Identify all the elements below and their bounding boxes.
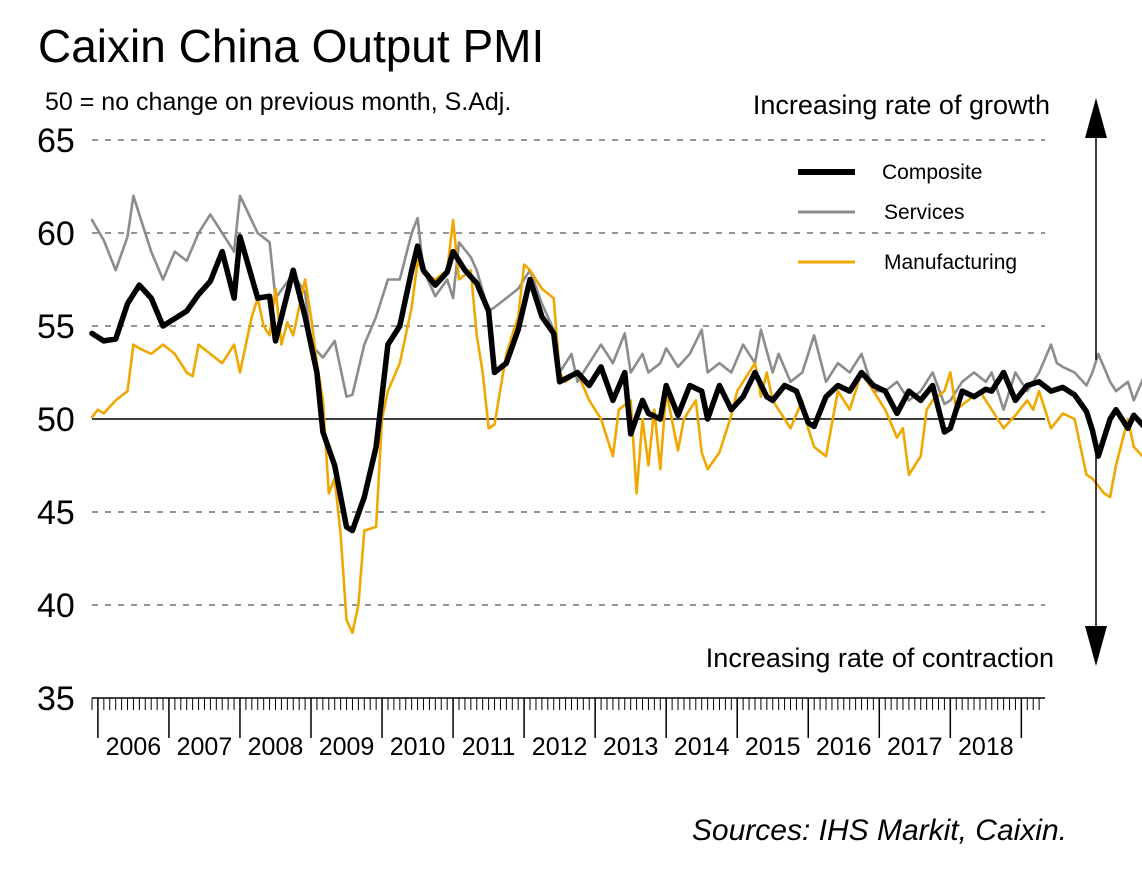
x-year-label: 2012 [532, 733, 588, 761]
legend-label-services: Services [884, 201, 965, 224]
x-year-label: 2015 [745, 733, 801, 761]
y-tick-label: 35 [37, 680, 75, 718]
source-note: Sources: IHS Markit, Caixin. [692, 814, 1067, 847]
y-tick-label: 65 [37, 122, 75, 160]
x-year-label: 2007 [177, 733, 233, 761]
x-year-label: 2013 [603, 733, 659, 761]
chart-title: Caixin China Output PMI [38, 20, 544, 72]
contraction-annotation: Increasing rate of contraction [706, 643, 1054, 673]
contraction-arrow [1085, 455, 1107, 666]
x-year-label: 2016 [816, 733, 872, 761]
x-axis: 2006 2007 2008 2009 2010 2011 2012 2013 2014 2015… [91, 697, 1045, 761]
x-year-label: 2006 [106, 733, 162, 761]
legend: Composite Services Manufacturing [798, 161, 1017, 274]
y-tick-label: 60 [37, 215, 75, 253]
x-year-label: 2008 [248, 733, 304, 761]
x-year-label: 2014 [674, 733, 730, 761]
chart-subtitle: 50 = no change on previous month, S.Adj. [45, 88, 511, 116]
growth-arrow [1085, 98, 1107, 360]
y-tick-label: 40 [37, 587, 75, 625]
legend-label-manufacturing: Manufacturing [884, 251, 1017, 274]
y-tick-label: 45 [37, 494, 75, 532]
series-layer [89, 194, 1142, 635]
growth-annotation: Increasing rate of growth [753, 90, 1050, 120]
series-line-composite [89, 233, 1142, 534]
x-year-label: 2009 [319, 733, 375, 761]
series-line-manufacturing [90, 218, 1142, 635]
x-year-label: 2011 [462, 733, 516, 761]
x-year-label: 2010 [390, 733, 446, 761]
x-year-label: 2018 [958, 733, 1014, 761]
series-line-services [90, 194, 1142, 411]
y-axis: 35 40 45 50 55 60 65 [37, 122, 75, 718]
y-tick-label: 55 [37, 308, 75, 346]
x-year-label: 2017 [887, 733, 943, 761]
legend-label-composite: Composite [882, 161, 982, 184]
y-tick-label: 50 [37, 401, 75, 439]
